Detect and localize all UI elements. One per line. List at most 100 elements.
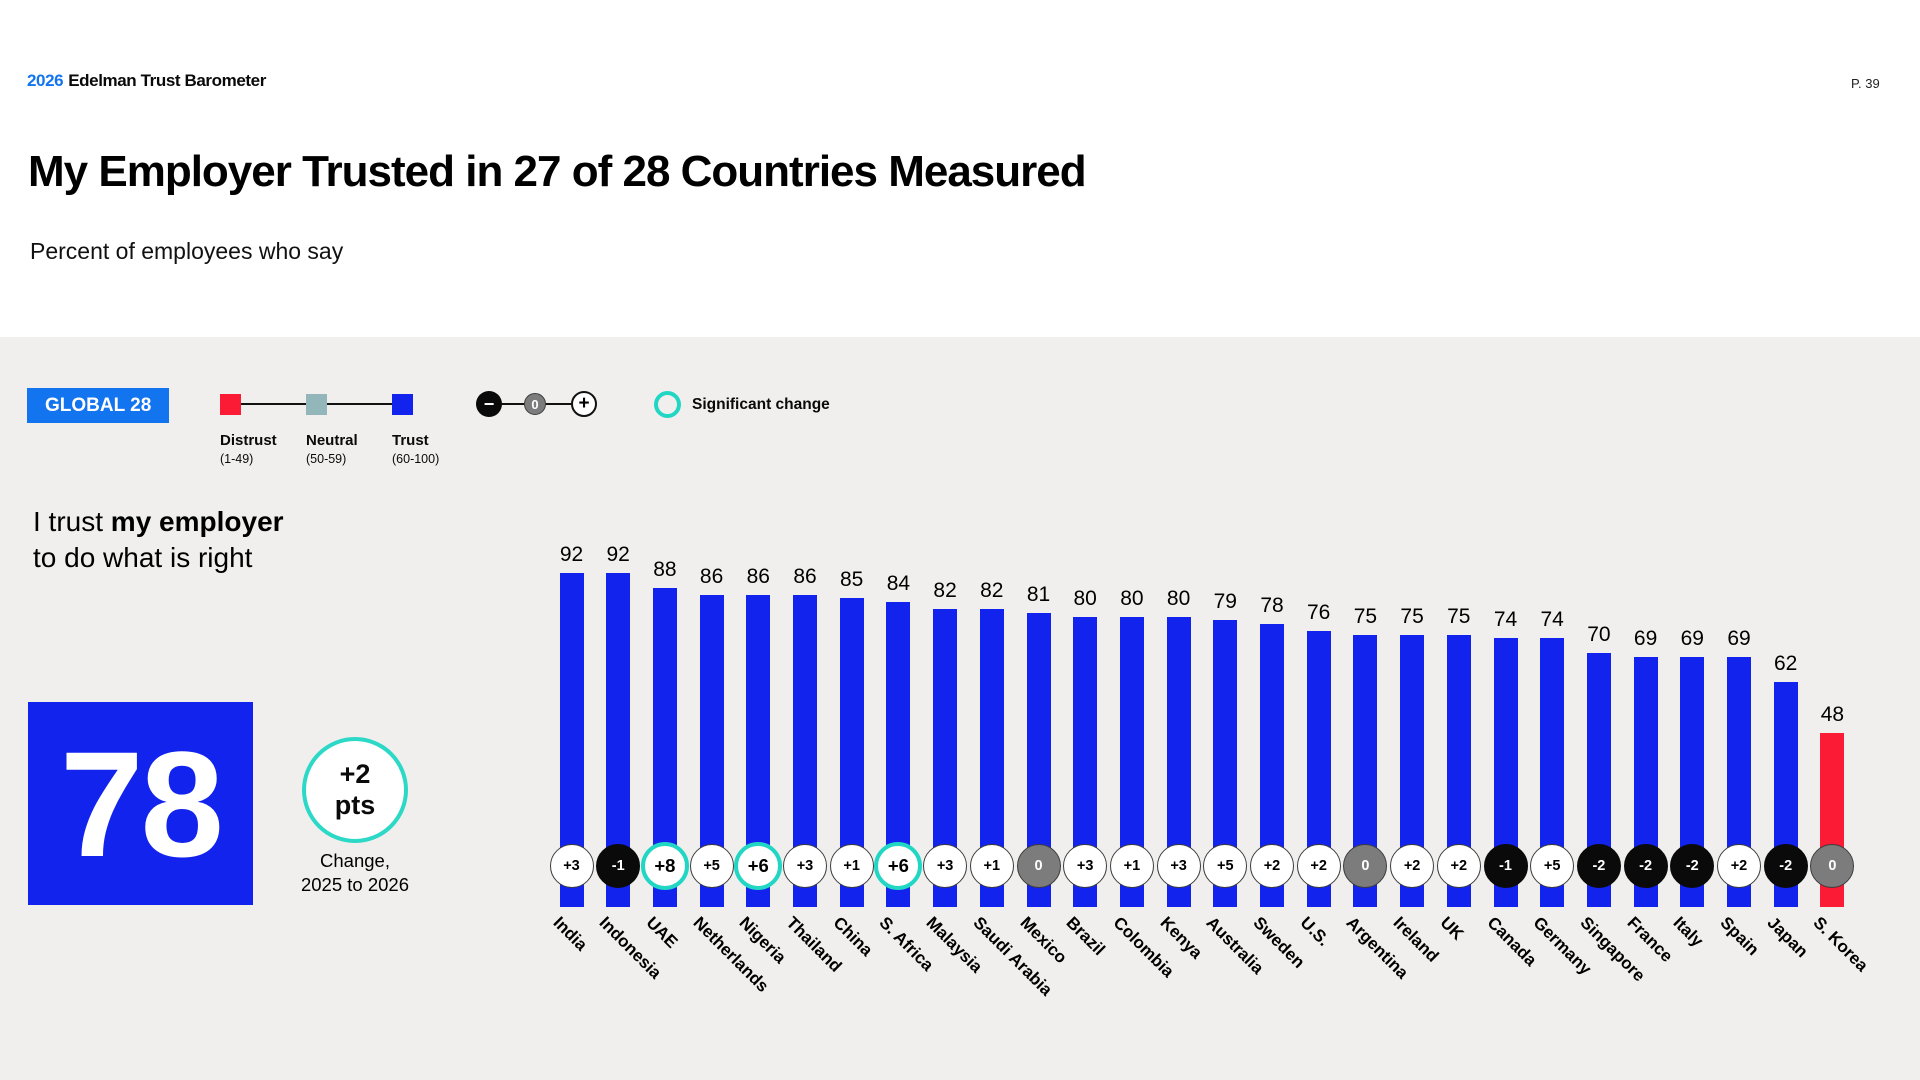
- significant-change-ring-icon: [654, 391, 681, 418]
- change-badge: +1: [969, 844, 1014, 888]
- change-badge: 0: [1016, 844, 1061, 888]
- bar-value-label: 80: [1166, 587, 1191, 610]
- global-change-caption: Change, 2025 to 2026: [255, 849, 455, 897]
- page-title: My Employer Trusted in 27 of 28 Countrie…: [28, 147, 1087, 196]
- change-badge: +2: [1250, 844, 1294, 888]
- bar-value-label: 82: [933, 579, 957, 602]
- change-badge: -1: [596, 844, 641, 888]
- caption-line2: 2025 to 2026: [300, 874, 410, 895]
- statement-line2: to do what is right: [33, 542, 253, 573]
- global-score-box: 78: [28, 702, 253, 905]
- country-label: UK: [1436, 913, 1468, 944]
- country-label: UAE: [642, 913, 682, 952]
- change-badge: +3: [1156, 844, 1201, 888]
- country-label: U.S.: [1296, 913, 1334, 950]
- bar-value-label: 84: [886, 572, 911, 595]
- zero-circle-icon: 0: [524, 393, 546, 415]
- bar-value-label: 79: [1213, 590, 1237, 613]
- bar-value-label: 78: [1260, 594, 1284, 617]
- change-badge: +3: [1063, 844, 1108, 888]
- change-badge: -2: [1576, 844, 1621, 888]
- change-badge: +2: [1717, 844, 1761, 888]
- bar-value-label: 69: [1727, 627, 1751, 650]
- bar-value-label: 70: [1587, 623, 1611, 646]
- trust-range: (60-100): [392, 452, 440, 466]
- change-badge: +5: [689, 844, 734, 888]
- change-badge: +6: [874, 842, 923, 890]
- change-badge: +6: [734, 842, 783, 890]
- bar-value-label: 74: [1493, 608, 1518, 631]
- bar-value-label: 82: [980, 579, 1004, 602]
- change-badge: +3: [783, 844, 827, 888]
- global-score-value: 78: [60, 719, 224, 888]
- statement-line1-bold: my employer: [110, 506, 284, 537]
- neutral-range: (50-59): [306, 452, 347, 466]
- country-label: Italy: [1669, 913, 1708, 951]
- change-badge: +5: [1530, 844, 1575, 888]
- distrust-range: (1-49): [220, 452, 254, 466]
- bar-value-label: 75: [1400, 605, 1424, 628]
- change-badge: -2: [1763, 844, 1808, 888]
- bar-value-label: 86: [793, 565, 817, 588]
- bar-value-label: 69: [1680, 627, 1704, 650]
- significant-change-label: Significant change: [692, 396, 830, 413]
- country-label: Japan: [1763, 913, 1812, 962]
- bar-value-label: 76: [1307, 601, 1331, 624]
- trust-label: Trust: [392, 432, 429, 449]
- change-badge: +2: [1296, 844, 1341, 888]
- country-label: S. Korea: [1809, 913, 1873, 976]
- global-change-unit: pts: [334, 790, 376, 820]
- trust-swatch-icon: [392, 394, 413, 415]
- bar-value-label: 92: [606, 543, 630, 566]
- change-badge: +2: [1390, 844, 1435, 888]
- bar-value-label: 88: [653, 558, 677, 581]
- plus-circle-icon: +: [571, 391, 597, 417]
- page-number: P. 39: [1851, 76, 1880, 91]
- bar-value-label: 69: [1633, 627, 1658, 650]
- country-label: Spain: [1716, 913, 1763, 960]
- bar-value-label: 92: [559, 543, 584, 566]
- change-badge: -1: [1483, 844, 1528, 888]
- change-badge: +2: [1436, 844, 1481, 888]
- change-badge: +3: [549, 844, 594, 888]
- change-badge: 0: [1343, 844, 1388, 888]
- distrust-swatch-icon: [220, 394, 241, 415]
- minus-circle-icon: −: [476, 391, 502, 417]
- bar-value-label: 85: [840, 568, 864, 591]
- bar-value-label: 74: [1540, 608, 1564, 631]
- distrust-label: Distrust: [220, 432, 277, 449]
- global-28-badge: GLOBAL 28: [27, 388, 170, 423]
- neutral-swatch-icon: [306, 394, 327, 415]
- country-label: India: [549, 913, 591, 955]
- bar-value-label: 86: [699, 565, 724, 588]
- statement-line1-regular: I trust: [33, 506, 111, 537]
- change-badge: +3: [923, 844, 968, 888]
- caption-line1: Change,: [320, 850, 390, 871]
- change-badge: -2: [1623, 844, 1668, 888]
- neutral-label: Neutral: [306, 432, 358, 449]
- logo-text: Edelman Trust Barometer: [68, 71, 266, 90]
- bar-value-label: 75: [1447, 605, 1471, 628]
- bar-value-label: 80: [1073, 587, 1097, 610]
- bar-value-label: 86: [746, 565, 770, 588]
- page-subtitle: Percent of employees who say: [30, 238, 344, 264]
- change-badge: +1: [1109, 844, 1154, 888]
- change-badge: 0: [1810, 844, 1855, 888]
- bar-value-label: 81: [1026, 583, 1051, 606]
- global-change-circle: +2 pts: [302, 737, 408, 843]
- global-change-value: +2: [339, 759, 371, 789]
- change-badge: -2: [1670, 844, 1715, 888]
- bar-value-label: 62: [1774, 652, 1798, 675]
- change-badge: +1: [829, 844, 874, 888]
- change-badge: +5: [1203, 844, 1248, 888]
- country-label: Canada: [1483, 913, 1540, 970]
- edelman-logo: 2026 Edelman Trust Barometer: [27, 71, 266, 91]
- trust-statement: I trust my employer to do what is right: [33, 504, 284, 576]
- bar-value-label: 75: [1353, 605, 1378, 628]
- logo-year: 2026: [27, 71, 64, 90]
- bar-value-label: 48: [1820, 703, 1845, 726]
- change-badge: +8: [640, 842, 689, 890]
- bar-value-label: 80: [1120, 587, 1144, 610]
